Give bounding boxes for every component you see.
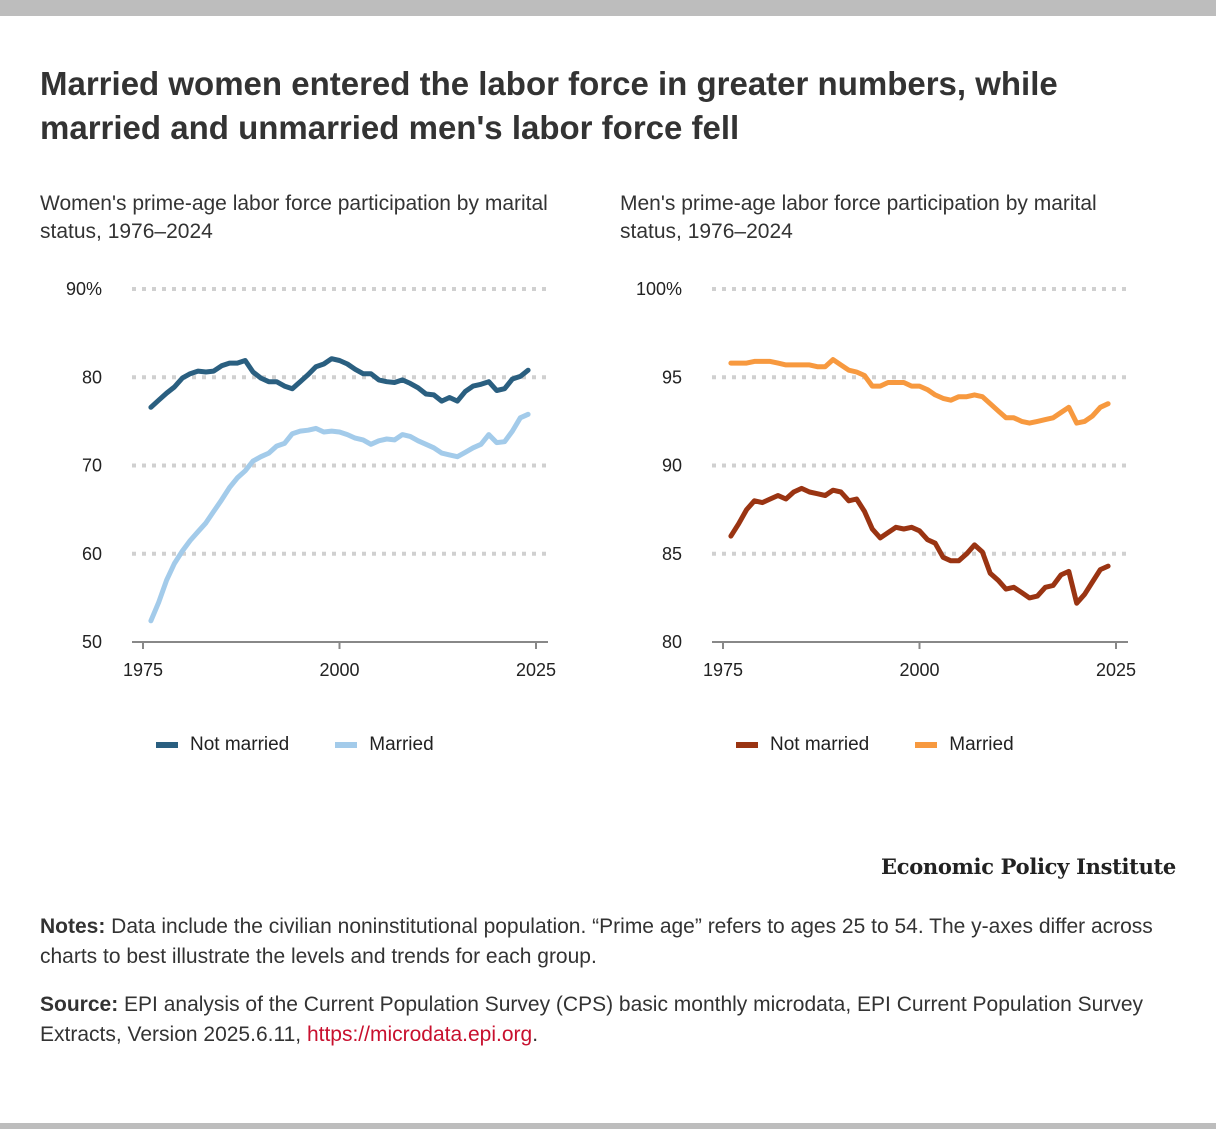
notes-label: Notes: [40,915,106,938]
brand-name: Economic Policy Institute [881,854,1176,879]
legend-item-not-married: Not married [156,734,289,756]
x-tick-label: 1975 [703,660,743,680]
legend-item-married: Married [335,734,434,756]
men-legend: Not married Married [736,734,1060,756]
right-chart-title: Men's prime-age labor force participatio… [620,192,1097,243]
x-tick-label: 2025 [516,660,556,680]
legend-item-married: Married [915,734,1014,756]
y-tick-label: 60 [82,544,102,564]
x-tick-label: 1975 [123,660,163,680]
page-title: Married women entered the labor force in… [40,65,1058,146]
women-chart: 90% 80 70 60 50 1975 2000 2025 [66,279,556,680]
series-line-not-married [728,485,1111,606]
top-border [0,0,1216,16]
legend-item-not-married: Not married [736,734,869,756]
series-line-married [728,357,1111,426]
notes-text: Data include the civilian noninstitution… [40,915,1153,968]
notes: Notes: Data include the civilian noninst… [40,912,1180,972]
series-line-married [148,411,531,624]
women-legend: Not married Married [156,734,480,756]
men-chart: 100% 95 90 85 80 1975 2000 2025 [636,279,1136,680]
legend-swatch-not-married [156,742,178,748]
legend-label-not-married: Not married [770,734,870,755]
legend-label-not-married: Not married [190,734,290,755]
x-tick-label: 2000 [899,660,939,680]
x-tick-label: 2025 [1096,660,1136,680]
y-tick-label: 70 [82,456,102,476]
legend-label-married: Married [369,734,434,755]
y-tick-label: 80 [82,367,102,387]
y-tick-label: 95 [662,367,682,387]
source: Source: EPI analysis of the Current Popu… [40,990,1180,1050]
source-text: EPI analysis of the Current Population S… [40,993,1143,1046]
y-tick-label: 90% [66,279,102,299]
source-link[interactable]: https://microdata.epi.org [306,1023,533,1046]
source-label: Source: [40,993,119,1016]
series-line-not-married [148,356,531,410]
left-chart-title: Women's prime-age labor force participat… [40,192,548,243]
legend-label-married: Married [949,734,1014,755]
y-tick-label: 85 [662,544,682,564]
y-tick-label: 90 [662,456,682,476]
y-tick-label: 80 [662,632,682,652]
legend-swatch-not-married [736,742,758,748]
source-end: . [532,1023,539,1046]
bottom-border [0,1123,1216,1129]
legend-swatch-married [335,742,358,748]
y-tick-label: 50 [82,632,102,652]
x-tick-label: 2000 [319,660,359,680]
legend-swatch-married [915,742,938,748]
y-tick-label: 100% [636,279,682,299]
